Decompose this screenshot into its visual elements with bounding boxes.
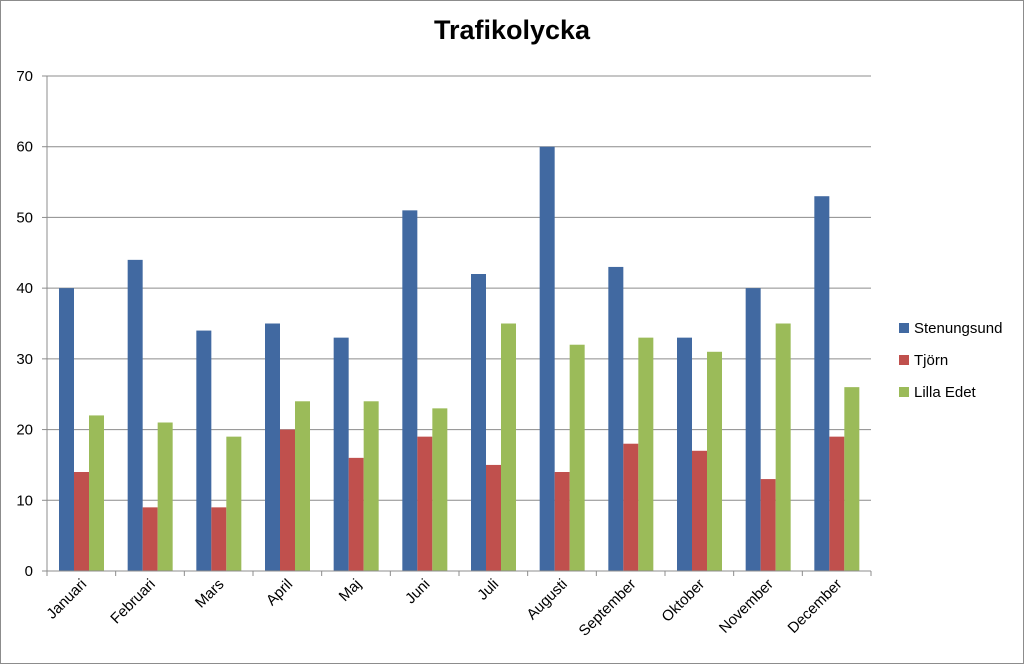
grid-layer (47, 75, 871, 501)
bar (363, 401, 379, 571)
x-category-label: Januari (43, 576, 90, 623)
bar (196, 330, 212, 571)
x-category-label: Juli (474, 576, 502, 604)
x-category-label: Oktober (658, 576, 708, 626)
y-tick-label: 60 (16, 139, 33, 156)
x-category-label: April (263, 576, 296, 609)
bar (211, 507, 227, 571)
bar (295, 401, 310, 571)
legend-label: Stenungsund (914, 320, 1002, 337)
x-category-label: December (785, 576, 846, 637)
bar (638, 337, 654, 571)
bar (59, 288, 74, 571)
legend-layer: Stenungsund Tjörn Lilla Edet (899, 320, 1002, 401)
y-tick-label: 50 (16, 209, 33, 226)
legend-label: Tjörn (914, 352, 948, 369)
bar (74, 472, 89, 571)
bar (775, 323, 791, 571)
x-category-label: Mars (192, 576, 228, 612)
bar (265, 323, 280, 571)
bar (226, 436, 242, 571)
bar (569, 344, 585, 571)
bar (677, 337, 692, 571)
bar (829, 436, 845, 571)
x-category-label: Februari (107, 576, 159, 628)
chart-title: Trafikolycka (433, 15, 591, 45)
bar (623, 443, 639, 571)
y-tick-label: 30 (16, 351, 33, 368)
bar (692, 450, 707, 571)
bar (157, 422, 173, 571)
y-tick-label: 40 (16, 280, 33, 297)
legend-swatch (899, 323, 909, 333)
bar (554, 472, 570, 571)
bar (760, 479, 776, 571)
legend-swatch (899, 387, 909, 397)
bar (127, 259, 143, 571)
x-category-label: September (576, 576, 640, 640)
legend-label: Lilla Edet (914, 384, 977, 401)
bar (417, 436, 433, 571)
bar (707, 351, 722, 571)
y-tick-label: 0 (25, 563, 33, 580)
x-category-label: November (716, 576, 777, 637)
y-tick-label: 10 (16, 492, 33, 509)
bar (471, 274, 486, 571)
bar (745, 288, 761, 571)
bar (814, 196, 830, 571)
y-tick-label: 70 (16, 68, 33, 85)
x-category-label: Augusti (523, 576, 570, 623)
bar (402, 210, 418, 571)
bar (142, 507, 158, 571)
bar (333, 337, 349, 571)
bar (432, 408, 448, 571)
bar (348, 457, 364, 571)
bar-layer (59, 146, 860, 571)
x-category-label: Juni (402, 576, 433, 607)
bar (844, 387, 860, 571)
bar (280, 429, 295, 571)
bar (486, 464, 501, 571)
bar (539, 146, 555, 571)
y-tick-label: 20 (16, 422, 33, 439)
bar (501, 323, 516, 571)
x-category-label: Maj (336, 576, 365, 605)
bar (608, 266, 624, 571)
legend-swatch (899, 355, 909, 365)
bar (89, 415, 104, 571)
